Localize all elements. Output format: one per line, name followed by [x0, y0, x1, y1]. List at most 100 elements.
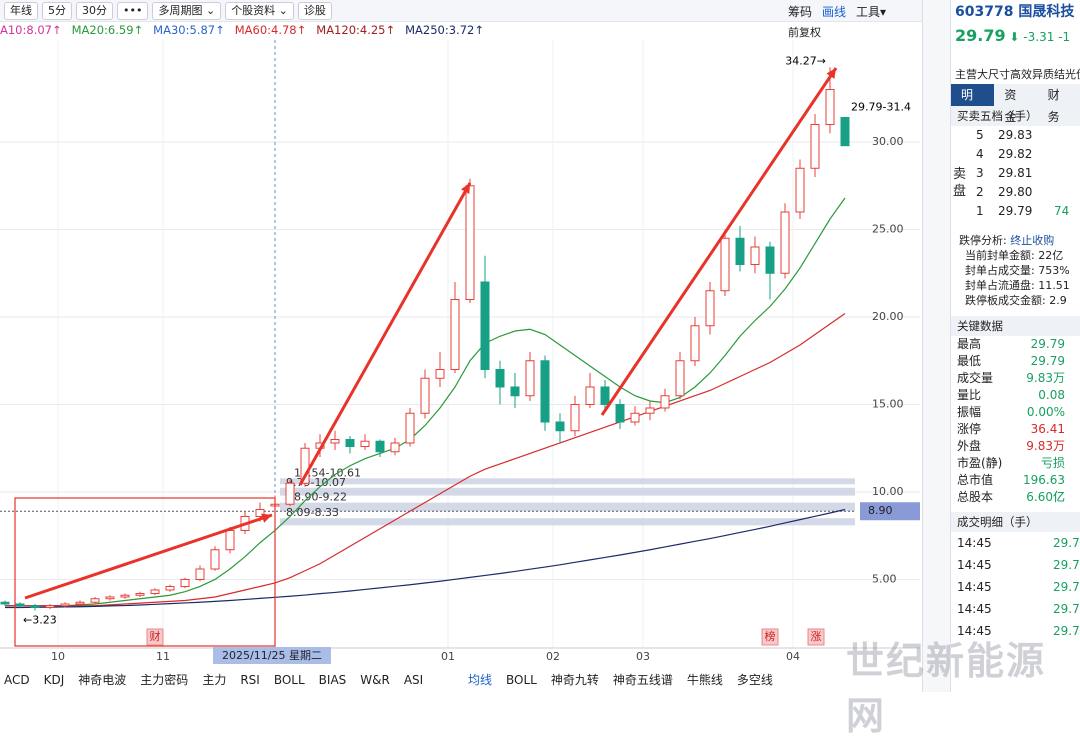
indicator-tab[interactable]: BOLL [273, 672, 305, 687]
toolbar-button[interactable]: 5分 [42, 1, 72, 20]
key-name: 最低 [957, 354, 982, 368]
ma-label: MA20:6.59↑ [71, 23, 144, 37]
ma-label: MA60:4.78↑ [234, 23, 307, 37]
name: 国晟科技 [1018, 4, 1075, 20]
zone-label: 8.09-8.33 [286, 506, 339, 519]
toolbar-button[interactable]: 30分 [76, 1, 113, 20]
y-tick-label: 5.00 [872, 572, 897, 585]
indicator-tab[interactable]: 神奇五线谱 [612, 673, 673, 687]
book-side: 卖盘 [953, 167, 967, 199]
limit-title: 跌停分析: [959, 234, 1007, 247]
candle-body [180, 578, 190, 587]
adjust[interactable]: 前复权 [788, 26, 821, 39]
price-zone [280, 518, 855, 526]
candle-body [75, 601, 85, 605]
toolbar-button[interactable]: 多周期图 ⌄ [152, 1, 222, 20]
candle-body [330, 438, 340, 444]
indicator-tab[interactable]: 神奇九转 [550, 673, 599, 687]
x-tick-label: 10 [51, 650, 65, 663]
badge [807, 628, 825, 646]
arrow-head [826, 68, 836, 79]
quote-panel: 603778 国晟科技 29.79 ⬇ -3.31 -1 主营大尺寸高效异质结光… [950, 0, 1080, 692]
book-level: 3 [976, 166, 984, 180]
toolbar-button[interactable]: 个股资料 ⌄ [225, 1, 294, 20]
candle-body [540, 360, 550, 423]
y-tick-label: 30.00 [872, 135, 904, 148]
indicator-tab[interactable]: 牛熊线 [686, 673, 723, 687]
key-name: 成交量 [957, 371, 994, 385]
limit-row: 当前封单金额: 22亿 [965, 249, 1064, 262]
trade-price: 29.7 [1053, 558, 1080, 572]
trend-arrow [298, 182, 472, 486]
indicator-tab[interactable]: 主力 [202, 673, 227, 687]
candle-body [765, 246, 775, 274]
key-name: 涨停 [957, 422, 982, 436]
toolbar-button[interactable]: 画线 [822, 5, 847, 19]
key-name: 外盘 [957, 439, 982, 453]
candle-body [690, 325, 700, 362]
arrow-head [261, 513, 272, 523]
x-tick-label: 02 [546, 650, 560, 663]
candle-body [705, 290, 715, 327]
indicator-tab[interactable]: 均线 [468, 673, 493, 687]
candle-body [105, 596, 115, 600]
indicator-tab[interactable]: W&R [360, 672, 390, 687]
toolbar-button[interactable]: 诊股 [297, 1, 332, 20]
indicator-tab[interactable]: RSI [240, 672, 260, 687]
limit-row: 封单占成交量: 753% [965, 264, 1070, 277]
section-title: 买卖五档（手） [951, 106, 1080, 126]
indicator-tab[interactable]: ACD [4, 672, 30, 687]
candle-body [555, 421, 565, 432]
section-title: 关键数据 [951, 316, 1080, 336]
key-value: 9.83万 [1026, 371, 1065, 385]
candle-body [90, 598, 100, 603]
candle-body [600, 386, 610, 405]
candle-body [465, 185, 475, 301]
ma-label: MA250:3.72↑ [405, 23, 484, 37]
ma-line [5, 313, 846, 607]
toolbar-button[interactable]: ••• [117, 1, 149, 20]
ma-line [5, 508, 846, 609]
candle-body [840, 117, 850, 147]
indicator-tabs: ACD KDJ 神奇电波 主力密码 主力 RSI BOLL BIAS W&R ASI [4, 667, 423, 692]
trend-arrow [600, 67, 838, 416]
code: 603778 [955, 4, 1014, 20]
toolbar-button[interactable]: 筹码 [788, 5, 813, 19]
ma-line [5, 197, 846, 607]
candle-body [660, 395, 670, 409]
y-tick-label: 10.00 [872, 485, 904, 498]
indicator-tab[interactable]: 神奇电波 [78, 673, 127, 687]
book-level: 5 [976, 128, 984, 142]
arrow-head [460, 183, 470, 194]
x-tick-label: 03 [636, 650, 650, 663]
limit-link[interactable]: 终止收购 [1010, 234, 1055, 247]
toolbar-button[interactable]: 年线 [4, 1, 38, 20]
key-name: 总股本 [957, 490, 994, 504]
candle-body [825, 89, 835, 126]
indicator-tab[interactable]: ASI [403, 672, 424, 687]
indicator-tab[interactable]: BOLL [506, 672, 537, 687]
toolbar: 年线 5分 30分 ••• 多周期图 ⌄ 个股资料 ⌄ 诊股 [0, 0, 922, 22]
candle-body [420, 377, 430, 414]
candle-body [750, 246, 760, 266]
candle-body [390, 442, 400, 453]
candle-body [285, 482, 295, 505]
indicator-tab[interactable]: BIAS [318, 672, 347, 687]
trade-price: 29.7 [1053, 536, 1080, 550]
toolbar-button[interactable]: 工具▾ [856, 5, 887, 19]
candle-body [255, 508, 265, 517]
candle-body [15, 603, 25, 607]
tab[interactable]: 财务 [1047, 88, 1060, 124]
indicator-tab[interactable]: 主力密码 [140, 673, 189, 687]
trade-time: 14:45 [957, 536, 992, 550]
plot-bg [0, 22, 922, 665]
tab[interactable]: 资金 [1004, 88, 1017, 124]
badge [761, 628, 779, 646]
key-value: 9.83万 [1026, 439, 1065, 453]
candle-body [585, 386, 595, 405]
tab[interactable]: 明细 [951, 84, 995, 124]
indicator-tab[interactable]: KDJ [43, 672, 65, 687]
key-value: 29.79 [1030, 354, 1065, 368]
indicator-tab[interactable]: 多空线 [736, 673, 773, 687]
business: 主营大尺寸高效异质结光伏 [955, 68, 1080, 81]
